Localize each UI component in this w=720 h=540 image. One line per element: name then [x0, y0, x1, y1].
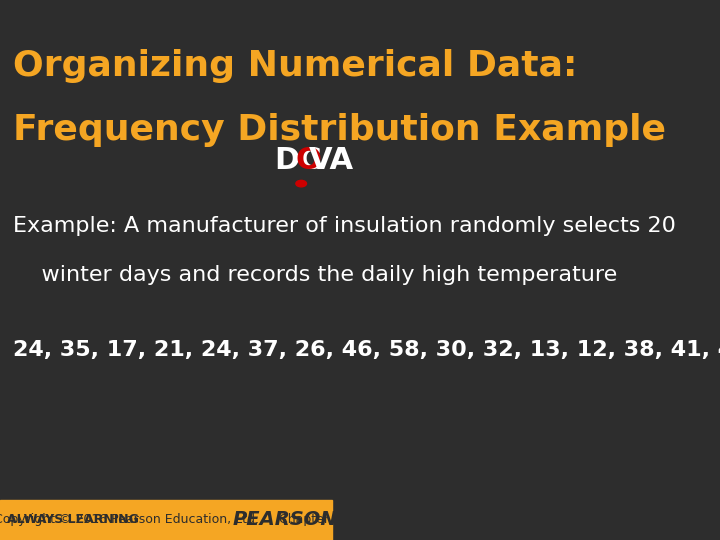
Bar [0, 500, 333, 540]
Ellipse shape [296, 180, 307, 187]
Text: Chapter 2, Slide 13: Chapter 2, Slide 13 [279, 513, 400, 526]
Text: Example: A manufacturer of insulation randomly selects 20: Example: A manufacturer of insulation ra… [13, 216, 676, 236]
Text: O: O [295, 146, 321, 175]
Text: Organizing Numerical Data:: Organizing Numerical Data: [13, 49, 577, 83]
Text: 24, 35, 17, 21, 24, 37, 26, 46, 58, 30, 32, 13, 12, 38, 41, 43, 44, 27, 53, 27: 24, 35, 17, 21, 24, 37, 26, 46, 58, 30, … [13, 340, 720, 360]
Text: PEARSON: PEARSON [233, 510, 338, 529]
Text: Frequency Distribution Example: Frequency Distribution Example [13, 113, 666, 147]
Text: Copyright © 2016 Pearson Education, Ltd.: Copyright © 2016 Pearson Education, Ltd. [0, 513, 258, 526]
Text: VA: VA [308, 146, 354, 175]
Text: DC: DC [274, 146, 322, 175]
Text: winter days and records the daily high temperature: winter days and records the daily high t… [13, 265, 618, 285]
Text: ALWAYS LEARNING: ALWAYS LEARNING [6, 513, 138, 526]
